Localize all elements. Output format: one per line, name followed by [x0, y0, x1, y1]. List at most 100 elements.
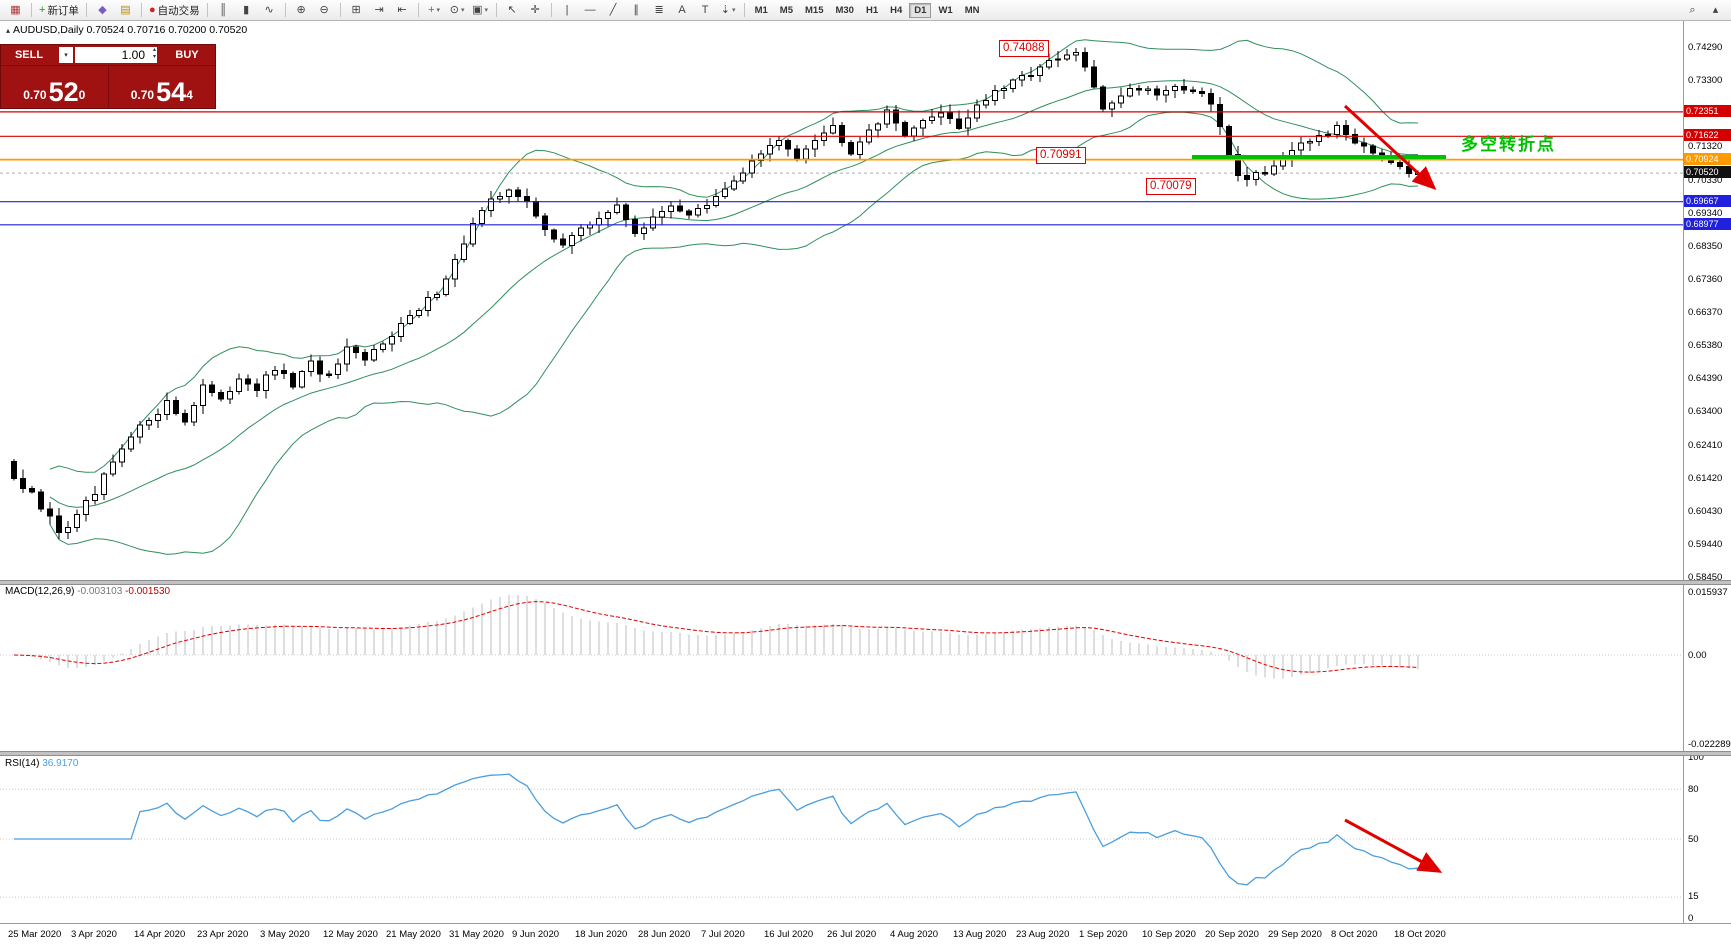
tile-windows-button[interactable]: ⊞: [345, 1, 368, 20]
cursor-button[interactable]: ↖: [501, 1, 524, 20]
toolbar-separator: [743, 3, 745, 17]
indicators-button[interactable]: + ▾: [423, 1, 446, 20]
buy-tab[interactable]: BUY: [175, 49, 199, 61]
new-order-button[interactable]: + 新订单: [36, 1, 82, 20]
autotrading-icon: ●: [148, 3, 156, 16]
vertical-line-icon: |: [565, 3, 569, 16]
toolbar-separator: [85, 3, 87, 17]
tf-d1[interactable]: D1: [909, 2, 932, 18]
tf-m30[interactable]: M30: [835, 4, 854, 16]
tf-h1[interactable]: H1: [865, 4, 879, 16]
metaeditor-icon: ◆: [98, 3, 107, 16]
volume-down-button[interactable]: ▾: [152, 54, 156, 60]
ask-pipette: 4: [186, 88, 193, 102]
fibonacci-icon: ≣: [654, 3, 664, 16]
arrows-button[interactable]: ⇣ ▾: [717, 1, 740, 20]
quote-open: 0.70524: [86, 24, 125, 36]
tf-m15[interactable]: M15: [805, 4, 824, 16]
bull-bear-turning-point-note[interactable]: 多空转折点: [1461, 135, 1556, 154]
ask-big-digits: 54: [156, 77, 187, 108]
search-icon: ⌕: [1689, 3, 1696, 16]
periods-icon: ⊙: [449, 3, 459, 16]
rsi-label: RSI(14) 36.9170: [5, 758, 79, 769]
trendline-icon: ╱: [609, 3, 617, 16]
sell-tab[interactable]: SELL: [14, 49, 44, 61]
line-chart-button[interactable]: ∿: [258, 1, 281, 20]
bar-chart-button[interactable]: ║: [212, 1, 235, 20]
buy-price-button[interactable]: 0.70 54 4: [109, 66, 216, 108]
toolbar-separator: [31, 3, 32, 17]
metaeditor-button[interactable]: ◆: [91, 1, 114, 20]
bar-chart-icon: ║: [219, 3, 227, 16]
pane-resize-handle[interactable]: [0, 580, 1731, 585]
volume-input[interactable]: 1.00 ▴ ▾: [75, 47, 157, 63]
toolbar-separator: [339, 3, 341, 17]
toolbar-separator: [550, 3, 552, 17]
quote-panel-toggle-icon[interactable]: ▴: [6, 26, 11, 35]
bid-pipette: 0: [78, 88, 86, 102]
dropdown-caret-icon: ▾: [460, 7, 465, 14]
channel-button[interactable]: ∥: [625, 1, 648, 20]
dropdown-caret-icon: ▾: [436, 7, 441, 14]
crosshair-button[interactable]: ✛: [524, 1, 547, 20]
macd-histogram: [22, 595, 1419, 679]
history-center-button[interactable]: ▤: [114, 1, 137, 20]
macd-signal-value: -0.001530: [125, 586, 171, 597]
trendline-button[interactable]: ╱: [602, 1, 625, 20]
zoom-in-button[interactable]: ⊕: [290, 1, 313, 20]
tf-m1[interactable]: M1: [754, 4, 768, 16]
chevron-down-icon: ▾: [64, 52, 68, 59]
quote-line: ▴ AUDUSD,Daily 0.70524 0.70716 0.70200 0.…: [6, 24, 247, 36]
tf-h4[interactable]: H4: [890, 4, 903, 16]
tf-m5[interactable]: M5: [779, 4, 793, 16]
tile-windows-icon: ⊞: [351, 3, 361, 16]
charts-menu-icon: ▦: [10, 3, 21, 16]
autotrading-button[interactable]: ● 自动交易: [146, 1, 203, 20]
toolbar: ▦ + 新订单 ◆ ▤ ● 自动交易 ║ ▮ ∿ ⊕ ⊖ ⊞ ⇥ ⇤ + ▾ ⊙ ▾ ▣ ▾ ↖ ✛ | — ╱ ∥ ≣ A T ⇣ ▾ M1 M…: [0, 0, 1731, 21]
vertical-line-button[interactable]: |: [556, 1, 579, 20]
trend-arrow[interactable]: [1343, 104, 1437, 191]
templates-button[interactable]: ▣ ▾: [469, 1, 492, 20]
auto-scroll-button[interactable]: ⇥: [368, 1, 391, 20]
search-button[interactable]: ⌕: [1681, 1, 1704, 20]
candlestick-chart-button[interactable]: ▮: [235, 1, 258, 20]
order-type-dropdown[interactable]: ▾: [59, 47, 73, 63]
price-scale-separator: [1683, 21, 1684, 923]
tf-mn[interactable]: MN: [964, 4, 980, 16]
macd-signal-line: [13, 601, 1419, 673]
toolbar-collapse-button[interactable]: ▴: [1704, 1, 1727, 20]
sell-price-button[interactable]: 0.70 52 0: [1, 66, 109, 108]
toolbar-collapse-icon: ▴: [1712, 3, 1719, 16]
horizontal-line-button[interactable]: —: [579, 1, 602, 20]
crosshair-icon: ✛: [530, 3, 540, 16]
toolbar-separator: [495, 3, 497, 17]
zoom-out-button[interactable]: ⊖: [313, 1, 336, 20]
dropdown-caret-icon: ▾: [731, 7, 736, 14]
fibonacci-button[interactable]: ≣: [648, 1, 671, 20]
quote-close: 0.70520: [209, 24, 248, 36]
candlestick-series: [11, 47, 1421, 540]
pane-resize-handle[interactable]: [0, 751, 1731, 756]
label-icon: T: [701, 3, 709, 16]
history-center-icon: ▤: [120, 3, 131, 16]
toolbar-separator: [284, 3, 286, 17]
arrows-icon: ⇣: [720, 3, 730, 16]
periods-button[interactable]: ⊙ ▾: [446, 1, 469, 20]
candlestick-chart-icon: ▮: [243, 3, 250, 16]
new-order-icon: +: [39, 3, 46, 16]
text-button[interactable]: A: [671, 1, 694, 20]
quote-low: 0.70200: [168, 24, 207, 36]
chart-shift-button[interactable]: ⇤: [391, 1, 414, 20]
macd-main-value: -0.003103: [77, 586, 123, 597]
toolbar-separator: [140, 3, 142, 17]
volume-up-button[interactable]: ▴: [152, 47, 156, 53]
label-button[interactable]: T: [694, 1, 717, 20]
charts-menu-button[interactable]: ▦: [4, 1, 27, 20]
autotrading-button-label: 自动交易: [157, 4, 200, 17]
zoom-out-icon: ⊖: [319, 3, 329, 16]
rsi-trend-arrow[interactable]: [1344, 818, 1443, 873]
templates-icon: ▣: [472, 3, 483, 16]
bid-big-digits: 52: [48, 77, 79, 108]
tf-w1[interactable]: W1: [938, 4, 953, 16]
